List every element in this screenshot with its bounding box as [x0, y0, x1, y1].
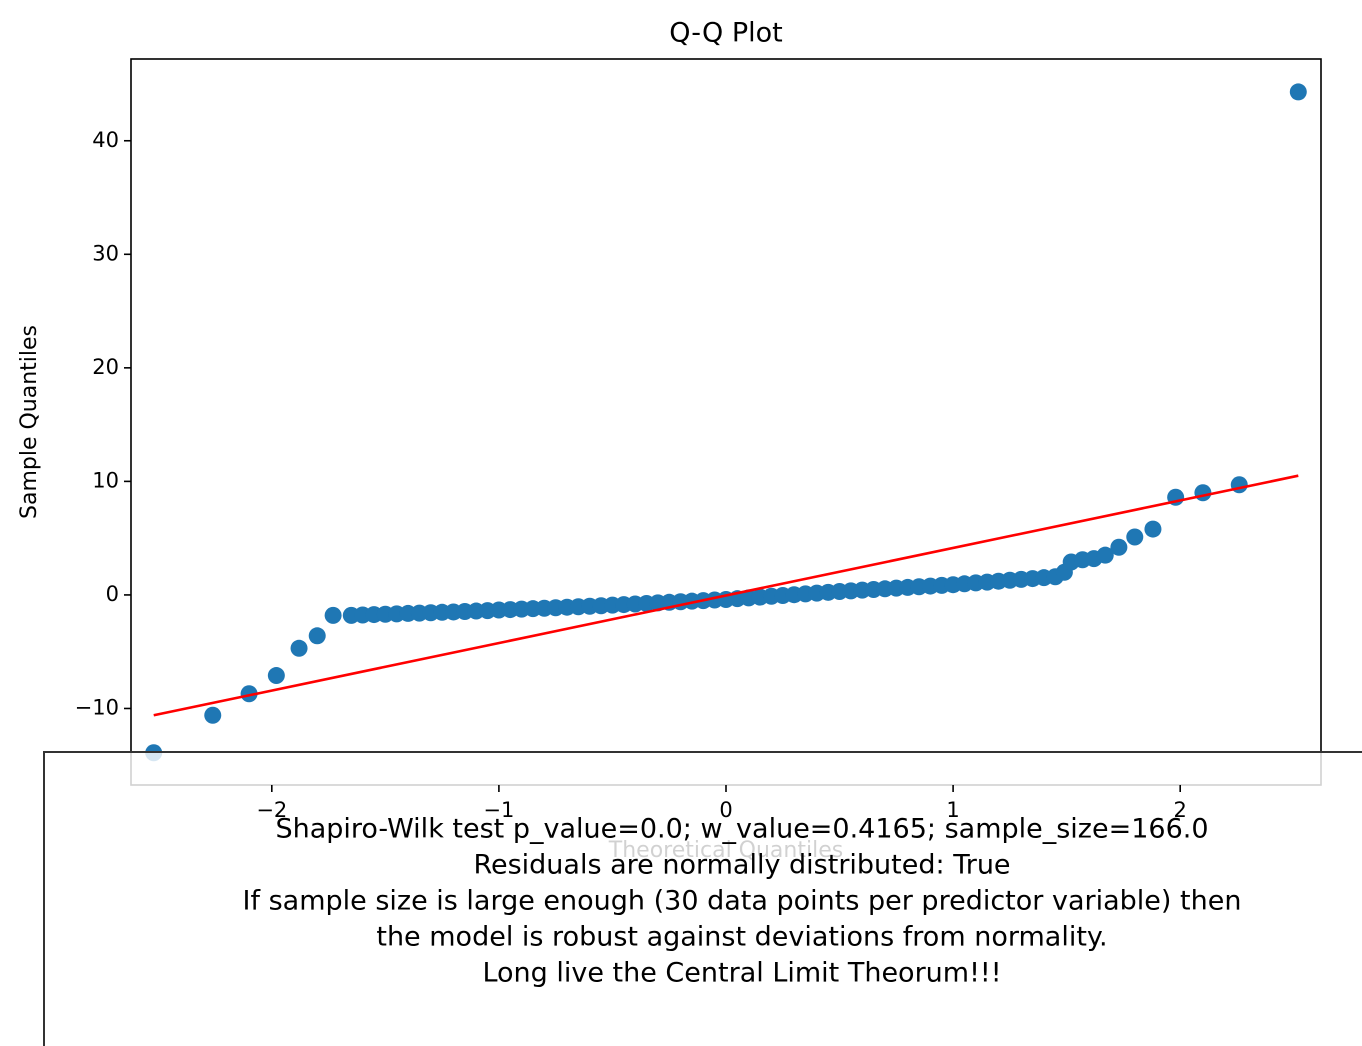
x-tick-label: −1 — [483, 798, 514, 822]
data-point — [267, 667, 285, 685]
data-point — [1144, 520, 1162, 538]
y-tick-label: 10 — [92, 468, 119, 492]
y-tick-label: 20 — [92, 355, 119, 379]
annotation-line: If sample size is large enough (30 data … — [243, 886, 1242, 917]
data-point — [308, 627, 326, 645]
data-point — [1110, 538, 1128, 556]
x-tick-label: 1 — [946, 798, 959, 822]
data-point — [1289, 83, 1307, 101]
data-point — [1126, 528, 1144, 546]
x-tick-label: −2 — [256, 798, 287, 822]
data-point — [1096, 546, 1114, 564]
y-tick-label: 0 — [106, 582, 119, 606]
data-point — [290, 639, 308, 657]
y-tick-label: 30 — [92, 241, 119, 265]
x-tick-label: 0 — [719, 798, 732, 822]
annotation-line: Residuals are normally distributed: True — [473, 850, 1010, 881]
plot-area — [145, 83, 1307, 762]
y-tick-label: 40 — [92, 128, 119, 152]
data-point — [324, 606, 342, 624]
x-tick-label: 2 — [1174, 798, 1187, 822]
data-point — [1230, 476, 1248, 494]
fit-line — [153, 474, 1299, 717]
annotation-line: Shapiro-Wilk test p_value=0.0; w_value=0… — [275, 814, 1208, 845]
annotation-frame — [43, 751, 1362, 1046]
y-axis-label: Sample Quantiles — [17, 325, 42, 519]
annotation-line: the model is robust against deviations f… — [376, 922, 1107, 953]
data-point — [1194, 484, 1212, 502]
annotation-line: Long live the Central Limit Theorum!!! — [482, 958, 1001, 989]
annotation-box: Shapiro-Wilk test p_value=0.0; w_value=0… — [43, 751, 1362, 1046]
data-point — [204, 706, 222, 724]
chart-title: Q-Q Plot — [669, 18, 782, 49]
axes-frame — [130, 58, 1322, 786]
y-tick-label: −10 — [75, 695, 119, 719]
data-point — [240, 685, 258, 703]
